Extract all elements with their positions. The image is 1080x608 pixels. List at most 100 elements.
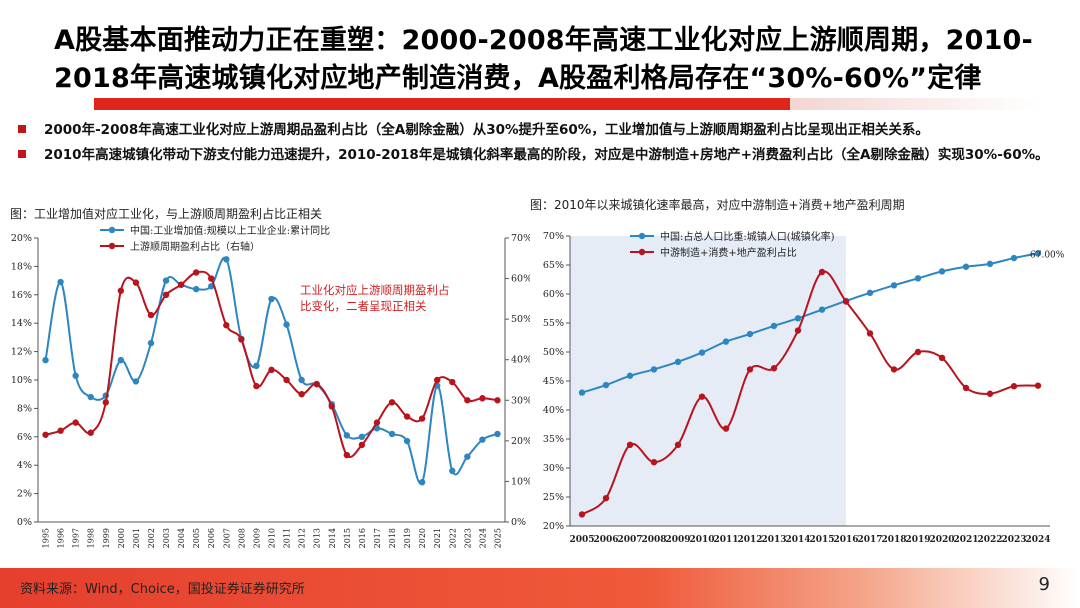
data-point [418, 415, 426, 422]
y-tick-label: 16% [11, 290, 32, 301]
chart-1-industrial-vs-upstream: 0% 2% 4% 6% 8% 10% 12% 14% 16% 18% 20% 0% 10% 20% 30% 4… [11, 224, 530, 548]
x-tick-label: 2020 [418, 528, 427, 548]
page-number: 9 [1038, 574, 1050, 595]
data-point [1034, 382, 1042, 389]
data-point [238, 336, 245, 343]
y2-tick-label: 50% [511, 314, 530, 325]
legend-marker [108, 242, 116, 250]
y2-tick-label: 20% [511, 436, 530, 447]
x-tick-label: 2016 [358, 528, 367, 548]
data-point [938, 268, 946, 275]
data-point [343, 451, 351, 459]
data-point [253, 362, 260, 369]
y-tick-label: 10% [11, 375, 32, 386]
x-tick-label: 1998 [87, 528, 96, 548]
bullet-text: 2000年-2008年高速工业化对应上游周期品盈利占比（全A剔除金融）从30%提… [44, 122, 929, 138]
x-tick-label: 2007 [617, 535, 642, 545]
data-point [132, 378, 140, 385]
data-point [434, 376, 441, 384]
x-tick-label: 2004 [177, 528, 186, 548]
y-tick-label: 40% [543, 405, 564, 416]
data-point [962, 384, 970, 392]
data-point [602, 494, 610, 502]
bullet-square-icon [18, 125, 26, 133]
data-point [842, 298, 850, 305]
y-tick-label: 30% [543, 463, 564, 474]
data-point [746, 330, 754, 338]
data-point [986, 390, 994, 397]
x-tick-label: 2010 [689, 535, 714, 545]
data-point [132, 279, 140, 286]
y-tick-label: 6% [17, 432, 32, 443]
x-tick-label: 2013 [313, 528, 322, 548]
legend-label: 中国:工业增加值:规模以上工业企业:累计同比 [130, 224, 330, 237]
y-tick-label: 65% [543, 260, 564, 271]
x-tick-label: 2022 [977, 535, 1002, 545]
x-tick-label: 2017 [857, 535, 882, 545]
chart-1-caption: 图：工业增加值对应工业化，与上游顺周期盈利占比正相关 [10, 207, 323, 221]
data-point [358, 441, 366, 449]
data-point [986, 260, 994, 268]
data-point [343, 432, 351, 439]
x-tick-label: 2011 [713, 535, 738, 545]
x-tick-label: 2023 [1001, 535, 1026, 545]
legend-marker [638, 232, 646, 240]
data-point [177, 281, 185, 288]
data-point [223, 322, 230, 329]
y-tick-label: 35% [543, 434, 564, 445]
data-point [1034, 250, 1042, 257]
x-tick-label: 1995 [42, 528, 51, 548]
x-tick-label: 2002 [147, 528, 156, 548]
data-point [418, 479, 426, 486]
footer-bar [0, 568, 1080, 608]
title-underline-bar [94, 98, 790, 110]
y-tick-label: 25% [543, 492, 564, 503]
x-tick-label: 2000 [117, 528, 126, 548]
end-value-label: 67.00% [1030, 250, 1065, 260]
data-point [1010, 254, 1018, 262]
data-point [722, 338, 730, 345]
shaded-region [570, 236, 846, 526]
data-point [722, 425, 730, 432]
data-point [42, 356, 49, 364]
data-point [464, 453, 471, 460]
data-point [890, 366, 898, 373]
x-tick-label: 2024 [1025, 535, 1050, 545]
data-point [147, 311, 155, 319]
data-point [770, 365, 778, 372]
data-point [698, 349, 706, 356]
x-tick-label: 2018 [388, 528, 397, 548]
chart-annotation: 比变化，二者呈现正相关 [300, 299, 427, 313]
data-point [192, 269, 200, 276]
x-tick-label: 2021 [953, 535, 978, 545]
data-point [674, 441, 682, 448]
legend-label: 中国:占总人口比重:城镇人口(城镇化率) [660, 230, 835, 243]
x-tick-label: 2016 [833, 535, 858, 545]
data-point [938, 354, 946, 361]
x-tick-label: 2013 [761, 535, 786, 545]
data-point [253, 382, 260, 390]
x-tick-label: 2021 [433, 528, 442, 548]
data-point [914, 275, 922, 282]
data-point [328, 403, 335, 410]
data-point [87, 429, 94, 436]
bullet-square-icon [18, 150, 26, 158]
data-point [914, 348, 922, 356]
y2-tick-label: 10% [511, 476, 530, 487]
data-point [298, 391, 305, 398]
data-point [72, 419, 79, 426]
y-tick-label: 2% [17, 489, 32, 500]
data-point [57, 427, 64, 434]
data-point [162, 277, 170, 284]
data-point [494, 397, 501, 404]
data-point [494, 430, 501, 438]
x-tick-label: 2017 [373, 528, 382, 548]
data-point [117, 287, 125, 294]
x-tick-label: 2023 [463, 528, 472, 548]
data-point [42, 431, 49, 438]
data-point [650, 459, 658, 466]
x-tick-label: 2010 [268, 528, 277, 548]
y2-tick-label: 60% [511, 274, 530, 285]
data-point [403, 413, 411, 420]
y2-tick-label: 30% [511, 395, 530, 406]
